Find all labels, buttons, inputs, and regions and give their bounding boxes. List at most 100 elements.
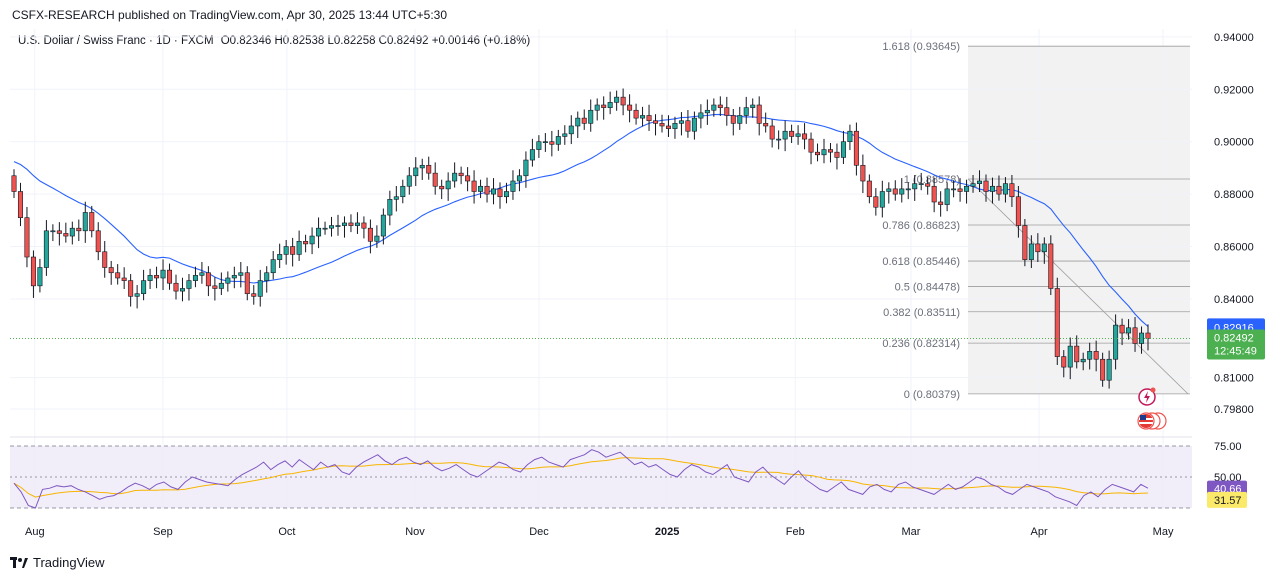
rsi-line bbox=[13, 449, 1149, 509]
candle-body bbox=[147, 275, 153, 281]
candle-body bbox=[581, 117, 587, 124]
candle-body bbox=[737, 115, 743, 124]
candle-body bbox=[231, 275, 237, 279]
lightning-bolt-icon bbox=[1144, 391, 1150, 403]
candle-body bbox=[989, 185, 995, 192]
candle-body bbox=[1041, 243, 1047, 253]
candle-body bbox=[672, 123, 678, 129]
candle-body bbox=[465, 175, 471, 182]
candle-body bbox=[419, 164, 425, 169]
candle-body bbox=[341, 222, 347, 226]
footer-brand[interactable]: TradingView bbox=[10, 555, 105, 570]
candle-body bbox=[115, 272, 121, 279]
candle-body bbox=[847, 130, 853, 142]
candle-body bbox=[1080, 358, 1086, 363]
time-tick-label: Sep bbox=[153, 526, 173, 538]
candle-body bbox=[555, 136, 561, 145]
symbol-legend[interactable]: U.S. Dollar / Swiss Franc · 1D · FXCM O0… bbox=[18, 35, 530, 47]
candle-body bbox=[951, 188, 957, 191]
candle-body bbox=[1093, 351, 1099, 360]
candle-body bbox=[575, 117, 581, 127]
fib-label: 1 (0.88578) bbox=[904, 174, 960, 186]
candle-body bbox=[1015, 196, 1021, 226]
us-flag-canton bbox=[1140, 415, 1146, 420]
candle-body bbox=[478, 185, 484, 192]
time-axis[interactable]: Aug Sep Oct Nov Dec 2025 Feb Mar Apr May bbox=[25, 526, 1174, 538]
time-tick-label: Apr bbox=[1031, 526, 1048, 538]
candle-body bbox=[815, 151, 821, 156]
candle-body bbox=[802, 133, 808, 140]
candle-body bbox=[1106, 358, 1112, 381]
ohlc-values: O0.82346 H0.82538 L0.82258 C0.82492 +0.0… bbox=[220, 35, 531, 47]
candle-body bbox=[30, 256, 36, 287]
candle-body bbox=[316, 227, 322, 237]
candle-body bbox=[640, 115, 646, 119]
price-tick-label: 0.90000 bbox=[1214, 137, 1254, 149]
price-axis[interactable]: 0.94000 0.92000 0.90000 0.88000 0.86000 0.840… bbox=[1214, 32, 1254, 416]
candle-body bbox=[186, 280, 192, 289]
time-tick-label: Aug bbox=[25, 526, 45, 538]
candle-body bbox=[17, 191, 23, 219]
candle-body bbox=[730, 115, 736, 124]
candle-body bbox=[329, 225, 335, 229]
candle-body bbox=[503, 191, 509, 198]
rsi-ma-tag bbox=[1207, 491, 1247, 508]
candle-body bbox=[665, 125, 671, 129]
candle-body bbox=[925, 183, 931, 187]
candle-body bbox=[37, 267, 43, 287]
candle-body bbox=[905, 188, 911, 191]
candles[interactable] bbox=[11, 88, 1151, 389]
fib-label: 0 (0.80379) bbox=[904, 389, 960, 401]
candle-body bbox=[1087, 351, 1093, 360]
candle-body bbox=[704, 109, 710, 114]
candle-body bbox=[724, 107, 730, 116]
candle-body bbox=[413, 167, 419, 177]
candle-body bbox=[406, 175, 412, 187]
candle-body bbox=[367, 227, 373, 242]
candle-body bbox=[840, 141, 846, 158]
event-icons[interactable] bbox=[1137, 387, 1167, 430]
candle-body bbox=[510, 180, 516, 192]
candle-body bbox=[432, 172, 438, 187]
symbol-title[interactable]: U.S. Dollar / Swiss Franc · 1D · FXCM bbox=[18, 35, 214, 47]
candle-body bbox=[523, 159, 529, 177]
candle-body bbox=[1035, 243, 1041, 253]
candle-body bbox=[128, 280, 134, 297]
candle-body bbox=[303, 240, 309, 245]
candle-body bbox=[387, 199, 393, 216]
candle-body bbox=[678, 120, 684, 124]
candle-body bbox=[1009, 183, 1015, 198]
price-tick-label: 0.94000 bbox=[1214, 32, 1254, 44]
candle-body bbox=[439, 185, 445, 190]
candle-body bbox=[983, 180, 989, 192]
price-tick-label: 0.79800 bbox=[1214, 404, 1254, 416]
candle-body bbox=[769, 125, 775, 140]
rsi-ma-text: 31.57 bbox=[1214, 495, 1242, 507]
candle-body bbox=[873, 196, 879, 208]
moving-average bbox=[13, 113, 1149, 327]
candle-body bbox=[1132, 327, 1138, 344]
candle-body bbox=[348, 222, 354, 226]
fib-label: 0.786 (0.86823) bbox=[882, 220, 960, 232]
candle-body bbox=[782, 130, 788, 140]
candle-body bbox=[205, 272, 211, 287]
candle-body bbox=[76, 227, 82, 232]
candle-body bbox=[361, 222, 367, 229]
fib-zone-rect bbox=[968, 46, 1190, 394]
candle-body bbox=[238, 272, 244, 276]
time-tick-label: 2025 bbox=[655, 526, 679, 538]
fibonacci-levels[interactable]: 1.618 (0.93645) 1 (0.88578) 0.786 (0.86823… bbox=[882, 41, 1190, 401]
candle-body bbox=[69, 227, 75, 237]
candle-body bbox=[743, 107, 749, 116]
candle-body bbox=[141, 280, 147, 295]
candle-body bbox=[283, 246, 289, 255]
candle-body bbox=[277, 254, 283, 260]
candle-body bbox=[912, 183, 918, 190]
candle-body bbox=[627, 104, 633, 111]
candle-body bbox=[1028, 243, 1034, 260]
price-tick-label: 0.86000 bbox=[1214, 242, 1254, 254]
candle-body bbox=[633, 109, 639, 119]
